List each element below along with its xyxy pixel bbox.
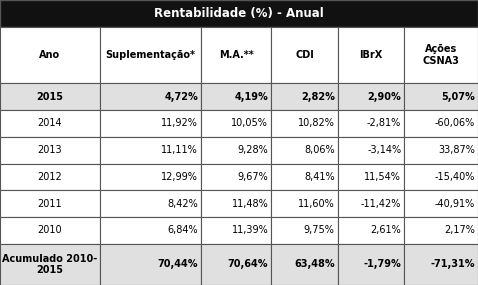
Bar [272,83,338,110]
Bar [338,110,404,137]
Text: 70,64%: 70,64% [228,259,268,269]
Bar [201,244,272,285]
Text: 2015: 2015 [36,92,63,102]
Text: 8,41%: 8,41% [304,172,335,182]
Bar [0,217,99,244]
Bar [404,190,478,217]
Bar [272,137,338,164]
Bar [201,164,272,190]
Text: 11,39%: 11,39% [231,225,268,235]
Text: 70,44%: 70,44% [158,259,198,269]
Text: 11,11%: 11,11% [162,145,198,155]
Bar [201,27,272,83]
Text: 6,84%: 6,84% [168,225,198,235]
Text: 4,19%: 4,19% [235,92,268,102]
Text: 63,48%: 63,48% [294,259,335,269]
Text: -71,31%: -71,31% [431,259,475,269]
Bar [99,110,201,137]
Bar [404,217,478,244]
Text: IBrX: IBrX [359,50,382,60]
Text: -40,91%: -40,91% [435,199,475,209]
Text: Ano: Ano [39,50,60,60]
Bar [201,217,272,244]
Bar [99,217,201,244]
Bar [338,190,404,217]
Bar [338,244,404,285]
Text: 11,54%: 11,54% [364,172,401,182]
Bar [404,27,478,83]
Bar [99,137,201,164]
Text: -1,79%: -1,79% [363,259,401,269]
Text: 2,82%: 2,82% [301,92,335,102]
Bar [0,164,99,190]
Text: 12,99%: 12,99% [161,172,198,182]
Text: Ações
CSNA3: Ações CSNA3 [423,44,459,66]
Bar [404,83,478,110]
Text: -3,14%: -3,14% [367,145,401,155]
Bar [0,137,99,164]
Bar [99,244,201,285]
Bar [272,244,338,285]
Text: 8,42%: 8,42% [167,199,198,209]
Text: 2,17%: 2,17% [444,225,475,235]
Bar [0,27,99,83]
Text: M.A.**: M.A.** [219,50,254,60]
Bar [404,137,478,164]
Text: Suplementação*: Suplementação* [106,50,196,60]
Text: 9,75%: 9,75% [304,225,335,235]
Text: 2012: 2012 [37,172,62,182]
Bar [338,164,404,190]
Text: 8,06%: 8,06% [304,145,335,155]
Bar [0,110,99,137]
Bar [0,83,99,110]
Text: 2,90%: 2,90% [368,92,401,102]
Text: -11,42%: -11,42% [361,199,401,209]
Text: Rentabilidade (%) - Anual: Rentabilidade (%) - Anual [154,7,324,20]
Bar [0,244,99,285]
Text: 2,61%: 2,61% [370,225,401,235]
Text: 10,05%: 10,05% [231,119,268,129]
Bar [338,27,404,83]
Text: -15,40%: -15,40% [435,172,475,182]
Bar [272,27,338,83]
Bar [272,164,338,190]
Bar [201,83,272,110]
Bar [338,83,404,110]
Bar [99,83,201,110]
Text: 2011: 2011 [37,199,62,209]
Bar [272,110,338,137]
Text: CDI: CDI [295,50,314,60]
Text: 5,07%: 5,07% [441,92,475,102]
Text: 2010: 2010 [37,225,62,235]
Bar [0,190,99,217]
Bar [272,190,338,217]
Text: 33,87%: 33,87% [438,145,475,155]
Text: 11,92%: 11,92% [161,119,198,129]
Text: 9,28%: 9,28% [238,145,268,155]
Bar [404,244,478,285]
Bar [404,110,478,137]
Bar [201,110,272,137]
Text: 2013: 2013 [37,145,62,155]
Text: 10,82%: 10,82% [298,119,335,129]
Text: -60,06%: -60,06% [435,119,475,129]
Text: -2,81%: -2,81% [367,119,401,129]
Bar [201,190,272,217]
Bar [99,164,201,190]
Text: 2014: 2014 [37,119,62,129]
Bar [99,27,201,83]
Text: 11,60%: 11,60% [298,199,335,209]
Bar [201,137,272,164]
Bar [99,190,201,217]
Bar [338,137,404,164]
Text: 9,67%: 9,67% [238,172,268,182]
Bar [0,0,478,27]
Text: 11,48%: 11,48% [231,199,268,209]
Bar [338,217,404,244]
Text: 4,72%: 4,72% [164,92,198,102]
Bar [272,217,338,244]
Text: Acumulado 2010-
2015: Acumulado 2010- 2015 [2,254,98,275]
Bar [404,164,478,190]
